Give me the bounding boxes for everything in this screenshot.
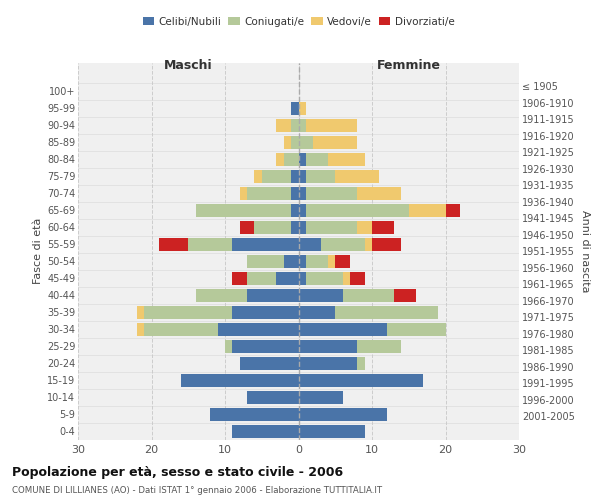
- Bar: [240, 357, 299, 370]
- Text: Maschi: Maschi: [164, 58, 212, 71]
- Bar: [137, 306, 144, 319]
- Bar: [313, 136, 357, 149]
- Bar: [254, 170, 262, 183]
- Bar: [232, 238, 299, 251]
- Bar: [144, 323, 218, 336]
- Bar: [232, 425, 299, 438]
- Bar: [225, 340, 232, 353]
- Bar: [299, 119, 306, 132]
- Bar: [188, 238, 232, 251]
- Bar: [232, 306, 299, 319]
- Bar: [291, 136, 299, 149]
- Bar: [358, 340, 401, 353]
- Bar: [218, 323, 299, 336]
- Bar: [262, 170, 291, 183]
- Bar: [277, 153, 284, 166]
- Bar: [181, 374, 299, 387]
- Bar: [144, 306, 232, 319]
- Bar: [299, 136, 313, 149]
- Bar: [343, 289, 394, 302]
- Bar: [254, 221, 291, 234]
- Y-axis label: Anni di nascita: Anni di nascita: [580, 210, 590, 292]
- Bar: [299, 357, 358, 370]
- Bar: [409, 204, 445, 217]
- Bar: [277, 119, 291, 132]
- Bar: [306, 255, 328, 268]
- Bar: [299, 425, 365, 438]
- Bar: [284, 136, 291, 149]
- Y-axis label: Fasce di età: Fasce di età: [32, 218, 43, 284]
- Bar: [299, 204, 306, 217]
- Bar: [284, 255, 299, 268]
- Legend: Celibi/Nubili, Coniugati/e, Vedovi/e, Divorziati/e: Celibi/Nubili, Coniugati/e, Vedovi/e, Di…: [143, 16, 454, 26]
- Bar: [350, 272, 365, 285]
- Bar: [306, 204, 409, 217]
- Bar: [240, 187, 247, 200]
- Bar: [394, 289, 416, 302]
- Bar: [299, 255, 306, 268]
- Bar: [306, 119, 358, 132]
- Bar: [247, 187, 291, 200]
- Bar: [387, 323, 445, 336]
- Bar: [291, 119, 299, 132]
- Bar: [291, 221, 299, 234]
- Bar: [372, 238, 401, 251]
- Bar: [291, 187, 299, 200]
- Bar: [445, 204, 460, 217]
- Bar: [299, 289, 343, 302]
- Bar: [291, 102, 299, 115]
- Bar: [232, 340, 299, 353]
- Bar: [211, 408, 299, 421]
- Bar: [299, 238, 320, 251]
- Bar: [299, 221, 306, 234]
- Bar: [358, 187, 401, 200]
- Bar: [299, 170, 306, 183]
- Bar: [335, 255, 350, 268]
- Bar: [299, 391, 343, 404]
- Bar: [328, 153, 365, 166]
- Bar: [277, 272, 299, 285]
- Bar: [137, 323, 144, 336]
- Text: Popolazione per età, sesso e stato civile - 2006: Popolazione per età, sesso e stato civil…: [12, 466, 343, 479]
- Bar: [372, 221, 394, 234]
- Bar: [306, 153, 328, 166]
- Bar: [306, 272, 343, 285]
- Bar: [299, 408, 387, 421]
- Bar: [306, 170, 335, 183]
- Bar: [291, 204, 299, 217]
- Bar: [335, 306, 438, 319]
- Bar: [247, 289, 299, 302]
- Bar: [299, 102, 306, 115]
- Bar: [328, 255, 335, 268]
- Bar: [196, 289, 247, 302]
- Bar: [240, 221, 254, 234]
- Bar: [335, 170, 379, 183]
- Bar: [299, 323, 387, 336]
- Bar: [299, 187, 306, 200]
- Bar: [306, 221, 358, 234]
- Bar: [247, 391, 299, 404]
- Bar: [343, 272, 350, 285]
- Bar: [247, 255, 284, 268]
- Bar: [299, 153, 306, 166]
- Text: COMUNE DI LILLIANES (AO) - Dati ISTAT 1° gennaio 2006 - Elaborazione TUTTITALIA.: COMUNE DI LILLIANES (AO) - Dati ISTAT 1°…: [12, 486, 382, 495]
- Bar: [365, 238, 372, 251]
- Bar: [284, 153, 299, 166]
- Bar: [358, 221, 372, 234]
- Bar: [291, 170, 299, 183]
- Bar: [358, 357, 365, 370]
- Bar: [299, 374, 424, 387]
- Bar: [306, 187, 358, 200]
- Bar: [299, 306, 335, 319]
- Bar: [232, 272, 247, 285]
- Bar: [299, 272, 306, 285]
- Bar: [299, 340, 358, 353]
- Bar: [196, 204, 291, 217]
- Bar: [247, 272, 277, 285]
- Text: Femmine: Femmine: [377, 58, 441, 71]
- Bar: [320, 238, 365, 251]
- Bar: [159, 238, 188, 251]
